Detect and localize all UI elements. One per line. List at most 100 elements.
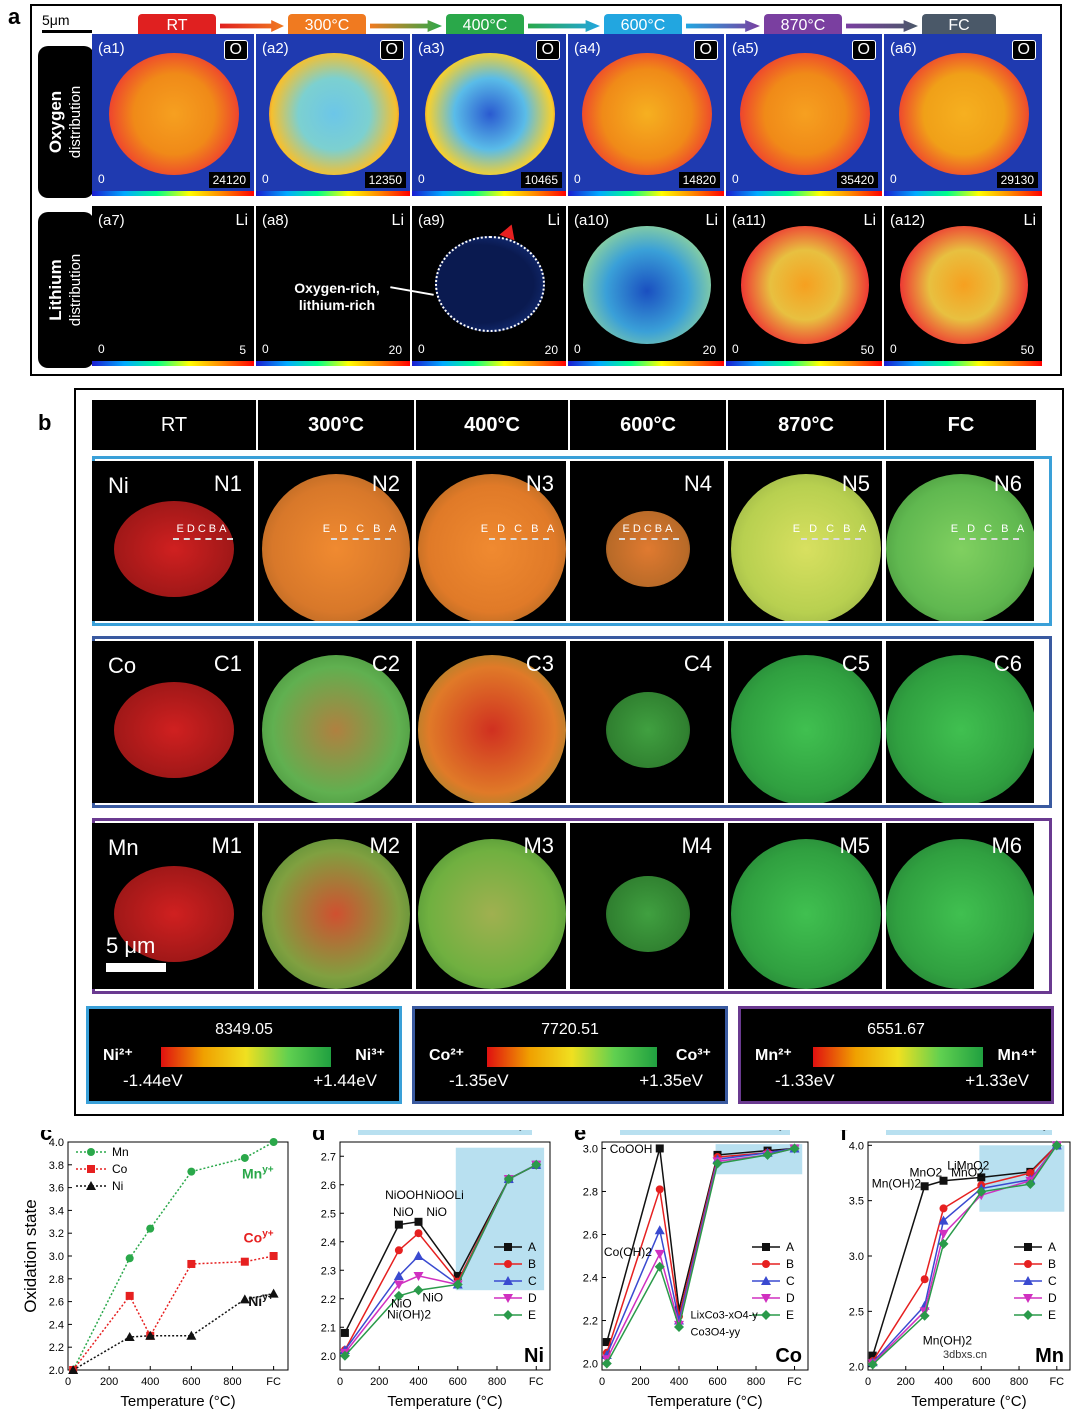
xanes-map-m5: M5	[728, 823, 882, 989]
legend-label: A	[528, 1240, 536, 1254]
data-point-e	[867, 1359, 878, 1370]
chart-e: 2.0 2.2 2.4 2.6 2.8 3.0 0 200 400 600 800 FC Tempera…	[574, 1130, 809, 1410]
map-label: M4	[681, 833, 712, 858]
low-valence-label: Mn²⁺	[755, 1047, 792, 1064]
y-tick-label: 2.2	[321, 1294, 336, 1306]
map-label: M5	[839, 833, 870, 858]
x-tick-label: 200	[897, 1376, 915, 1388]
map-label: C5	[841, 651, 870, 676]
scale-min: 0	[262, 172, 269, 186]
high-valence-label: Mn⁴⁺	[997, 1047, 1037, 1064]
tile-label: (a4)	[574, 40, 601, 57]
element-row-mn: M1 Mn 5 μm M2 M3 M4 M5 M6	[92, 818, 1052, 994]
xanes-map-c1: C1 Co	[92, 641, 254, 803]
colorbar	[884, 361, 1042, 366]
particle-blob	[741, 226, 869, 344]
colorbar	[92, 191, 254, 196]
legend-marker	[762, 1260, 770, 1268]
legend-label: D	[1048, 1291, 1057, 1305]
oxygen-map-1: (a1) O 0 24120	[92, 34, 254, 196]
element-label: O	[379, 40, 404, 60]
data-point-a	[939, 1176, 948, 1185]
annotation: NiO	[393, 1205, 414, 1219]
data-point-e	[601, 1358, 612, 1369]
line-position-ticks: EDCBA	[158, 523, 248, 540]
scale-max: 50	[860, 343, 874, 357]
edge-energy: 8349.05	[215, 1021, 273, 1038]
annotation: NiO	[391, 1296, 412, 1310]
scale-min: 0	[574, 342, 581, 356]
tile-label: (a10)	[574, 212, 610, 229]
x-tick-label: 600	[972, 1376, 990, 1388]
map-label: C4	[683, 651, 712, 676]
map-label: C2	[371, 651, 400, 676]
x-tick-label: 200	[370, 1376, 388, 1388]
low-energy-label: -1.35eV	[449, 1071, 509, 1090]
element-symbol: Co	[108, 653, 137, 678]
data-point-e	[452, 1279, 463, 1290]
legend-marker	[1023, 1276, 1033, 1285]
map-label: N2	[371, 471, 400, 496]
series-line-e	[606, 1147, 795, 1364]
legend-label: E	[786, 1308, 794, 1322]
y-axis-title: Oxidation state	[21, 1199, 40, 1312]
map-label: M1	[211, 833, 242, 858]
legend-label: B	[1048, 1257, 1056, 1271]
x-tick-label: 200	[100, 1376, 118, 1388]
data-point-ni	[145, 1330, 156, 1340]
annotation: Mn(OH)2	[923, 1334, 973, 1348]
tile-label: (a5)	[732, 40, 759, 57]
data-point-ni	[68, 1365, 79, 1374]
scale-max: 10465	[520, 172, 562, 188]
energy-legend-0: 8349.05 Ni²⁺ Ni³⁺ -1.44eV +1.44eV	[86, 1006, 402, 1104]
particle-blob	[886, 474, 1034, 621]
element-label: O	[223, 40, 248, 60]
formula-label: LixNi2.3~+Co~3+Mn~4+ O2-y	[889, 1130, 1049, 1131]
x-tick-label: 800	[747, 1376, 765, 1388]
x-tick-label: 0	[65, 1376, 71, 1388]
scale-max: 12350	[364, 172, 406, 188]
y-tick-label: 4.0	[49, 1137, 64, 1149]
column-header-2: 400°C	[416, 400, 568, 450]
data-point-e	[339, 1350, 350, 1361]
x-tick-label: 400	[670, 1376, 688, 1388]
annotation: NiOOLi	[424, 1188, 463, 1202]
tile-label: (a7)	[98, 212, 125, 229]
y-tick-label: 2.1	[321, 1322, 336, 1334]
data-point-e	[976, 1186, 987, 1197]
data-point-e	[503, 1174, 514, 1185]
annotation: Co(OH)2	[604, 1245, 652, 1259]
particle-blob	[269, 53, 399, 175]
high-energy-label: +1.44eV	[313, 1071, 377, 1090]
element-label: Li	[391, 212, 404, 229]
data-point-e	[393, 1290, 404, 1301]
annotation: NiO	[422, 1291, 443, 1305]
particle-blob	[900, 226, 1028, 344]
data-point-a	[453, 1271, 462, 1280]
element-label: Li	[235, 212, 248, 229]
line-position-ticks: E D C B A	[786, 523, 876, 540]
data-point-e	[919, 1310, 930, 1321]
x-tick-label: 800	[223, 1376, 241, 1388]
data-point-mn	[125, 1254, 134, 1263]
series-line-b	[872, 1144, 1058, 1362]
particle-blob	[418, 839, 566, 989]
particle-blob	[731, 474, 881, 621]
element-label: O	[1011, 40, 1036, 60]
legend-label: A	[786, 1240, 794, 1254]
highlight-region	[979, 1145, 1065, 1212]
y-tick-label: 2.0	[49, 1365, 64, 1377]
colorbar	[884, 191, 1042, 196]
scale-min: 0	[732, 172, 739, 186]
plot-frame	[601, 1141, 809, 1371]
y-tick-label: 3.0	[583, 1143, 598, 1155]
data-point-a	[394, 1220, 403, 1229]
stage-arrow-2	[528, 20, 600, 32]
annotation: LiMnO2	[947, 1159, 989, 1173]
legend-label: A	[1048, 1240, 1056, 1254]
legend-marker	[86, 1181, 96, 1190]
xanes-map-n3: N3 E D C B A	[416, 461, 566, 621]
legend-marker	[504, 1260, 512, 1268]
panel-a: 5μm RT 300°C 400°C 600°C 870°C FC Oxygen distr…	[30, 4, 1062, 376]
line-position-ticks: EDCBA	[604, 523, 694, 540]
